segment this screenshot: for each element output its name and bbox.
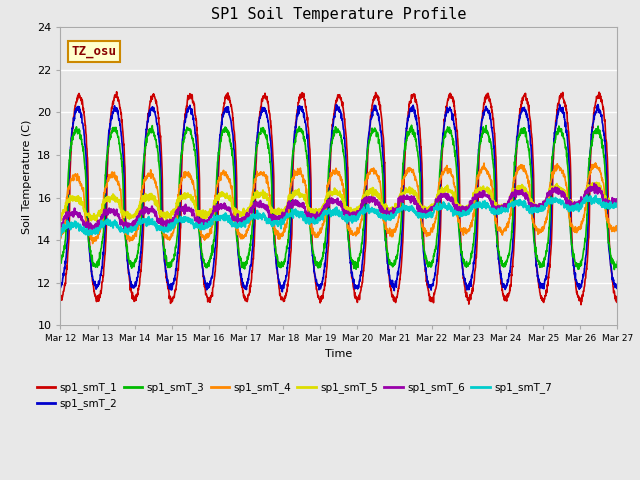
- sp1_smT_7: [580, 197, 588, 203]
- Line: sp1_smT_2: sp1_smT_2: [60, 105, 618, 292]
- sp1_smT_5: [56, 215, 64, 221]
- sp1_smT_7: [592, 192, 600, 198]
- Line: sp1_smT_4: sp1_smT_4: [60, 163, 618, 243]
- sp1_smT_4: [56, 235, 64, 240]
- sp1_smT_2: [501, 287, 509, 292]
- sp1_smT_7: [212, 215, 220, 221]
- sp1_smT_4: [355, 227, 363, 233]
- sp1_smT_2: [580, 270, 588, 276]
- sp1_smT_2: [333, 102, 340, 108]
- sp1_smT_6: [56, 226, 64, 232]
- sp1_smT_1: [212, 257, 220, 263]
- sp1_smT_3: [564, 174, 572, 180]
- Line: sp1_smT_6: sp1_smT_6: [60, 183, 618, 230]
- sp1_smT_7: [564, 205, 572, 211]
- sp1_smT_3: [611, 267, 618, 273]
- sp1_smT_4: [564, 209, 572, 215]
- sp1_smT_1: [580, 285, 588, 290]
- sp1_smT_4: [591, 160, 599, 166]
- sp1_smT_3: [614, 259, 621, 264]
- sp1_smT_2: [278, 289, 286, 295]
- sp1_smT_4: [89, 240, 97, 246]
- sp1_smT_2: [368, 115, 376, 121]
- sp1_smT_5: [614, 201, 621, 207]
- sp1_smT_4: [212, 186, 220, 192]
- sp1_smT_2: [356, 278, 364, 284]
- Line: sp1_smT_1: sp1_smT_1: [60, 92, 618, 305]
- sp1_smT_6: [355, 208, 363, 214]
- sp1_smT_7: [501, 205, 509, 211]
- sp1_smT_1: [56, 294, 64, 300]
- Line: sp1_smT_3: sp1_smT_3: [60, 125, 618, 270]
- sp1_smT_6: [590, 180, 598, 186]
- sp1_smT_5: [367, 190, 375, 196]
- sp1_smT_6: [501, 203, 509, 209]
- sp1_smT_7: [56, 233, 64, 239]
- sp1_smT_2: [56, 285, 64, 291]
- sp1_smT_4: [367, 167, 375, 172]
- sp1_smT_6: [90, 228, 98, 233]
- Line: sp1_smT_5: sp1_smT_5: [60, 182, 618, 221]
- sp1_smT_4: [501, 228, 509, 233]
- sp1_smT_2: [614, 284, 621, 289]
- sp1_smT_7: [614, 200, 621, 206]
- sp1_smT_5: [212, 199, 220, 205]
- Title: SP1 Soil Temperature Profile: SP1 Soil Temperature Profile: [211, 7, 467, 22]
- sp1_smT_5: [355, 206, 363, 212]
- sp1_smT_5: [93, 218, 100, 224]
- sp1_smT_5: [564, 200, 572, 205]
- sp1_smT_3: [580, 246, 588, 252]
- sp1_smT_6: [614, 198, 621, 204]
- sp1_smT_6: [580, 194, 588, 200]
- sp1_smT_7: [367, 207, 375, 213]
- Text: TZ_osu: TZ_osu: [72, 45, 116, 58]
- sp1_smT_3: [408, 122, 415, 128]
- sp1_smT_4: [614, 223, 621, 228]
- sp1_smT_5: [593, 180, 600, 185]
- sp1_smT_1: [501, 298, 509, 303]
- sp1_smT_2: [212, 240, 220, 245]
- sp1_smT_1: [614, 300, 621, 305]
- sp1_smT_6: [564, 201, 572, 206]
- Y-axis label: Soil Temperature (C): Soil Temperature (C): [22, 119, 31, 233]
- X-axis label: Time: Time: [325, 349, 353, 359]
- sp1_smT_3: [355, 256, 363, 262]
- sp1_smT_6: [367, 194, 375, 200]
- sp1_smT_1: [355, 292, 363, 298]
- sp1_smT_6: [212, 207, 220, 213]
- sp1_smT_3: [56, 260, 64, 265]
- sp1_smT_4: [580, 212, 588, 218]
- Legend: sp1_smT_1, sp1_smT_2, sp1_smT_3, sp1_smT_4, sp1_smT_5, sp1_smT_6, sp1_smT_7: sp1_smT_1, sp1_smT_2, sp1_smT_3, sp1_smT…: [33, 378, 556, 414]
- sp1_smT_3: [212, 213, 220, 218]
- sp1_smT_7: [355, 214, 363, 219]
- sp1_smT_1: [564, 128, 572, 134]
- sp1_smT_5: [580, 198, 588, 204]
- sp1_smT_2: [565, 154, 573, 159]
- sp1_smT_1: [577, 302, 585, 308]
- sp1_smT_1: [113, 89, 120, 95]
- Line: sp1_smT_7: sp1_smT_7: [60, 195, 618, 236]
- sp1_smT_3: [367, 131, 375, 136]
- sp1_smT_5: [501, 201, 509, 206]
- sp1_smT_1: [367, 112, 375, 118]
- sp1_smT_3: [501, 264, 509, 269]
